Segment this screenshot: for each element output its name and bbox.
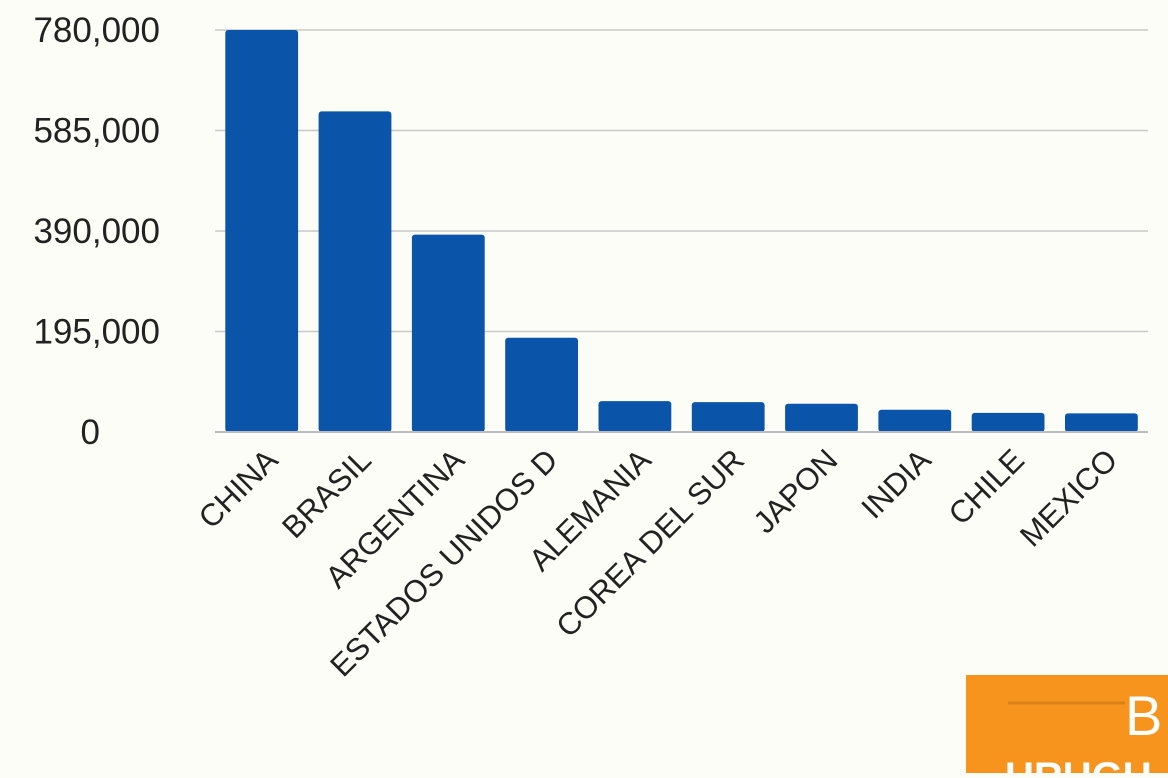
y-tick-label: 0	[81, 413, 100, 452]
badge-background	[966, 675, 1168, 773]
bars-layer	[225, 30, 1138, 433]
x-tick-label: INDIA	[854, 442, 937, 525]
bar-china	[225, 30, 299, 432]
y-tick-label: 780,000	[33, 11, 160, 50]
bar-corea-del-sur	[691, 402, 765, 432]
y-tick-label: 195,000	[33, 313, 160, 352]
y-tick-label: 585,000	[33, 112, 160, 151]
x-tick-label: JAPON	[747, 442, 845, 540]
logo-badge: B URUGU	[966, 675, 1168, 778]
badge-letter: B	[1125, 684, 1162, 747]
x-tick-label: MEXICO	[1013, 442, 1124, 553]
y-tick-label: 390,000	[33, 212, 160, 251]
bar-alemania	[598, 401, 672, 432]
x-tick-label: CHILE	[942, 442, 1031, 531]
bar-india	[878, 409, 952, 432]
badge-bottom-text: URUGU	[1005, 755, 1152, 773]
bar-argentina	[411, 234, 485, 432]
bar-chile	[971, 412, 1045, 432]
bar-estados-unidos-d	[505, 337, 578, 432]
y-axis-ticks: 0 195,000 390,000 585,000 780,000	[33, 11, 160, 452]
bar-japon	[785, 403, 858, 432]
x-tick-label: CHINA	[192, 442, 285, 535]
bar-mexico	[1065, 413, 1138, 432]
bar-brasil	[318, 111, 392, 433]
